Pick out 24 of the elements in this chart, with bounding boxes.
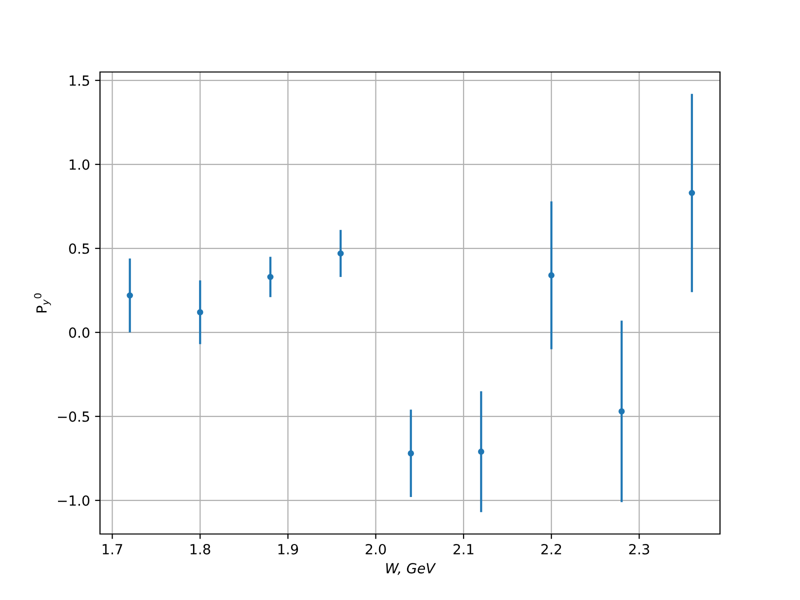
x-tick-label: 1.8 — [190, 544, 210, 554]
x-tick-label: 1.9 — [278, 544, 298, 554]
point — [548, 272, 555, 278]
y-tick-label: −0.5 — [58, 411, 90, 422]
y-tick-label: 0.5 — [69, 243, 90, 254]
x-tick-label: 2.0 — [366, 544, 386, 554]
point — [126, 292, 133, 299]
x-tick-label: 2.1 — [454, 544, 474, 554]
point — [338, 250, 344, 257]
y-tick-label: 0.0 — [69, 327, 90, 338]
x-tick-label: 2.2 — [541, 544, 562, 554]
y-tick-label: 1.0 — [70, 159, 90, 170]
point — [267, 274, 274, 280]
x-axis-title: W, GeV — [386, 562, 436, 575]
point — [688, 190, 696, 196]
y-tick-label: −1.0 — [58, 495, 90, 506]
x-tick-label: 1.7 — [102, 544, 122, 554]
point — [618, 408, 625, 414]
x-tick-label: 2.3 — [629, 544, 650, 554]
point — [196, 309, 204, 316]
point — [408, 450, 414, 456]
y-tick-label: 1.5 — [70, 76, 90, 86]
point — [478, 448, 484, 455]
y-axis-title: P$_{y}$$^{0}$ — [34, 293, 51, 312]
